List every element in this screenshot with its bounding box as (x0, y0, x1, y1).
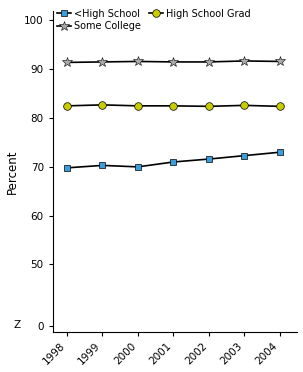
Some College (242, 59, 246, 63)
<High School (65, 166, 69, 170)
Text: Z: Z (14, 320, 21, 330)
Some College (101, 60, 104, 64)
Some College (278, 59, 281, 64)
Some College (171, 60, 175, 64)
<High School (278, 150, 281, 154)
Some College (65, 60, 69, 65)
High School Grad (171, 104, 175, 108)
Some College (136, 59, 140, 64)
Legend: <High School, Some College, High School Grad: <High School, Some College, High School … (53, 5, 255, 35)
High School Grad (207, 104, 211, 109)
<High School (136, 165, 140, 169)
<High School (207, 157, 211, 161)
Line: High School Grad: High School Grad (63, 101, 284, 110)
<High School (101, 163, 104, 168)
High School Grad (65, 104, 69, 108)
Y-axis label: Percent: Percent (5, 149, 18, 194)
High School Grad (242, 103, 246, 108)
Some College (207, 60, 211, 64)
<High School (171, 160, 175, 164)
High School Grad (278, 104, 281, 109)
Line: <High School: <High School (63, 149, 283, 171)
Line: Some College: Some College (62, 56, 285, 68)
High School Grad (101, 103, 104, 107)
<High School (242, 153, 246, 158)
High School Grad (136, 104, 140, 108)
